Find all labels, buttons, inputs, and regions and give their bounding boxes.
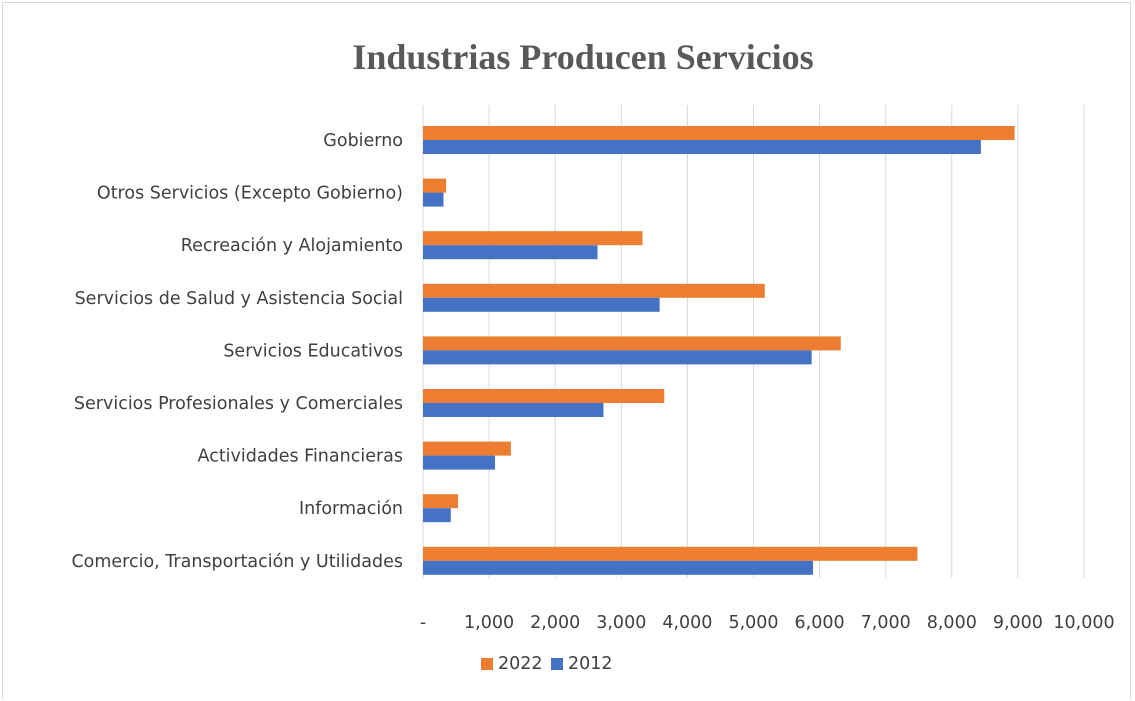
category-label-3: Servicios Profesionales y Comerciales xyxy=(74,394,403,414)
x-tick-label-9: 9,000 xyxy=(993,613,1043,633)
bar-2022-6 xyxy=(423,231,643,246)
category-label-7: Otros Servicios (Excepto Gobierno) xyxy=(97,184,403,204)
bar-2022-4 xyxy=(423,336,841,351)
x-tick-label-1: 1,000 xyxy=(464,613,514,633)
category-label-6: Recreación y Alojamiento xyxy=(181,236,403,256)
x-tick-label-7: 7,000 xyxy=(861,613,911,633)
bar-2022-7 xyxy=(423,178,447,193)
category-label-5: Servicios de Salud y Asistencia Social xyxy=(75,289,403,309)
category-label-8: Gobierno xyxy=(323,131,403,151)
bar-2022-3 xyxy=(423,389,665,403)
bar-2022-2 xyxy=(423,441,511,456)
legend-label-2022: 2022 xyxy=(498,654,543,674)
bar-2012-4 xyxy=(423,350,812,365)
bar-2012-1 xyxy=(423,508,451,523)
bar-chart: Industrias Producen Servicios Comercio, … xyxy=(71,37,1115,674)
bar-2012-3 xyxy=(423,403,604,417)
bar-2012-7 xyxy=(423,192,444,207)
x-tick-label-6: 6,000 xyxy=(795,613,845,633)
category-label-0: Comercio, Transportación y Utilidades xyxy=(71,552,403,572)
bar-2012-8 xyxy=(423,140,981,154)
legend-label-2012: 2012 xyxy=(568,654,613,674)
bar-2012-0 xyxy=(423,560,813,575)
x-tick-label-5: 5,000 xyxy=(728,613,778,633)
bar-2022-5 xyxy=(423,283,765,298)
x-tick-label-2: 2,000 xyxy=(530,613,580,633)
bar-2012-6 xyxy=(423,245,598,260)
category-label-4: Servicios Educativos xyxy=(223,341,403,361)
bars xyxy=(423,126,1015,575)
bar-2012-2 xyxy=(423,455,496,470)
legend-swatch-2012 xyxy=(551,658,563,670)
x-tick-label-10: 10,000 xyxy=(1053,613,1114,633)
x-tick-label-3: 3,000 xyxy=(596,613,646,633)
bar-2022-1 xyxy=(423,494,459,509)
x-axis-tick-labels: - 1,000 2,000 3,000 4,000 5,000 6,000 7,000 8,00… xyxy=(420,613,1115,633)
legend: 2022 2012 xyxy=(481,654,613,674)
chart-title: Industrias Producen Servicios xyxy=(352,37,813,77)
bar-2012-5 xyxy=(423,297,660,312)
bar-2022-0 xyxy=(423,546,918,561)
x-tick-label-4: 4,000 xyxy=(662,613,712,633)
category-label-1: Información xyxy=(299,499,403,519)
x-tick-label-0: - xyxy=(420,613,426,633)
legend-swatch-2022 xyxy=(481,658,493,670)
category-labels: Comercio, Transportación y Utilidades Inf… xyxy=(71,131,403,572)
category-label-2: Actividades Financieras xyxy=(198,447,403,467)
bar-2022-8 xyxy=(423,126,1015,140)
x-tick-label-8: 8,000 xyxy=(927,613,977,633)
